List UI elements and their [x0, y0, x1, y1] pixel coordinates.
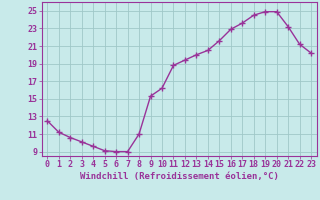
X-axis label: Windchill (Refroidissement éolien,°C): Windchill (Refroidissement éolien,°C)	[80, 172, 279, 181]
